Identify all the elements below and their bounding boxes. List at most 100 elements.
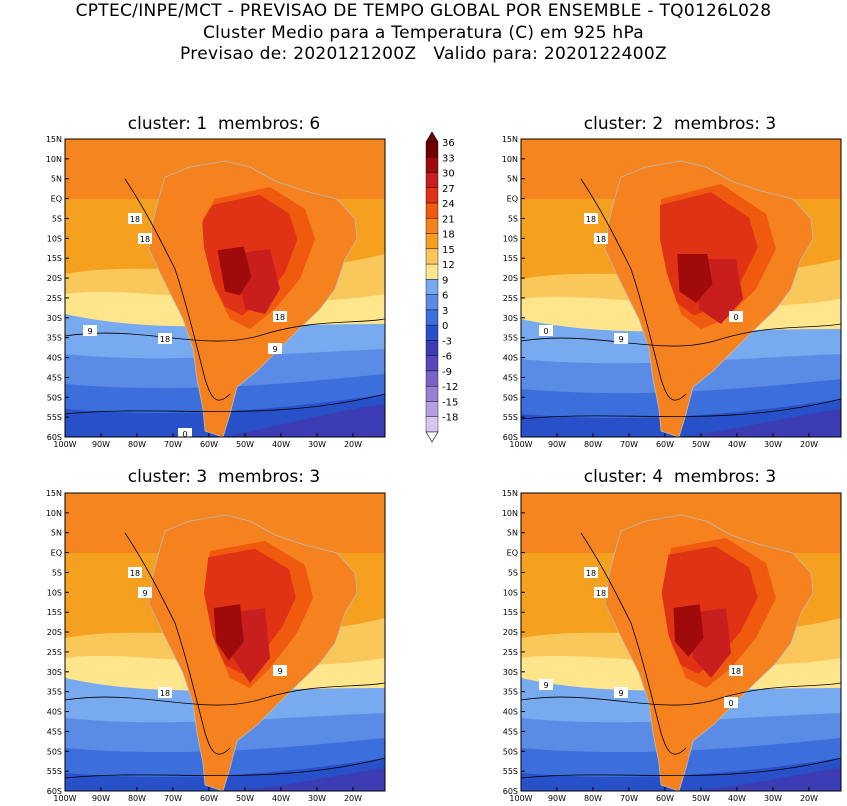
- lat-tick-label: 15S: [503, 608, 518, 617]
- lat-tick-label: 15S: [503, 254, 518, 263]
- contour-label: 0: [539, 325, 553, 336]
- svg-text:18: 18: [586, 569, 596, 578]
- lat-tick-label: 50S: [47, 393, 62, 402]
- contour-label: 9: [614, 333, 628, 344]
- contour-label: 18: [158, 687, 172, 698]
- lat-tick-label: 45S: [47, 727, 62, 736]
- lon-tick-label: 90W: [92, 794, 110, 803]
- colorbar-segment: [425, 141, 439, 158]
- colorbar-label: -9: [442, 367, 452, 378]
- contour-label: 18: [273, 311, 287, 322]
- lat-tick-label: 5N: [51, 529, 62, 538]
- lon-tick-label: 50W: [236, 794, 254, 803]
- lon-tick-label: 20W: [344, 794, 362, 803]
- contour-label: 0: [724, 697, 738, 708]
- colorbar-label: 6: [442, 291, 448, 302]
- lat-tick-label: 15S: [47, 608, 62, 617]
- colorbar-label: 9: [442, 275, 448, 286]
- svg-text:9: 9: [618, 689, 623, 698]
- lon-tick-label: 80W: [128, 440, 146, 449]
- colorbar-segment: [425, 370, 439, 387]
- contour-label: 18: [158, 333, 172, 344]
- contour-label: 9: [539, 679, 553, 690]
- colorbar-segment: [425, 324, 439, 341]
- contour-label: 9: [273, 665, 287, 676]
- colorbar-label: -18: [442, 413, 458, 424]
- lon-tick-label: 100W: [509, 440, 532, 449]
- lat-tick-label: 20S: [47, 628, 62, 637]
- lat-tick-label: 10N: [502, 509, 518, 518]
- lon-tick-label: 70W: [620, 440, 638, 449]
- lat-tick-label: 20S: [47, 274, 62, 283]
- lon-tick-label: 90W: [548, 440, 566, 449]
- lon-tick-label: 80W: [128, 794, 146, 803]
- svg-text:9: 9: [87, 327, 92, 336]
- colorbar-label: -12: [442, 382, 458, 393]
- colorbar-segment: [425, 355, 439, 372]
- lon-tick-label: 50W: [236, 440, 254, 449]
- lat-tick-label: 5S: [508, 214, 518, 223]
- contour-label: 18: [584, 213, 598, 224]
- map-frame: 18 18 18 18 9 9 0 15N 10N 5N EQ 5S 10S 15S 20S 25S 30S 35…: [46, 135, 386, 449]
- lon-tick-label: 50W: [692, 440, 710, 449]
- colorbar-segment: [425, 157, 439, 173]
- colorbar-label: -3: [442, 336, 452, 347]
- figure-title-line2: Cluster Medio para a Temperatura (C) em …: [202, 23, 645, 43]
- map-panel-cluster-4: 18 18 9 18 9 0 15N 10N 5N EQ 5S 10S 15S 20S 25S 30S 35S 4…: [502, 489, 842, 803]
- svg-text:18: 18: [586, 215, 596, 224]
- lat-tick-label: EQ: [507, 549, 518, 558]
- lat-tick-label: 35S: [503, 334, 518, 343]
- lon-tick-label: 30W: [764, 440, 782, 449]
- lon-tick-label: 20W: [344, 440, 362, 449]
- svg-text:0: 0: [733, 313, 738, 322]
- lat-tick-label: 5S: [508, 568, 518, 577]
- lon-tick-label: 100W: [53, 794, 76, 803]
- svg-text:18: 18: [731, 667, 741, 676]
- colorbar-segment: [425, 187, 439, 204]
- lon-tick-label: 70W: [620, 794, 638, 803]
- map-panel-cluster-1: 18 18 18 18 9 9 0 15N 10N 5N EQ 5S 10S 15S 20S 25S 30S 35…: [46, 135, 386, 449]
- lat-tick-label: 60S: [503, 433, 518, 442]
- lon-tick-label: 30W: [308, 440, 326, 449]
- svg-text:18: 18: [596, 235, 606, 244]
- lat-tick-label: 55S: [503, 413, 518, 422]
- lon-tick-label: 80W: [584, 440, 602, 449]
- colorbar-label: 33: [442, 153, 455, 164]
- svg-text:18: 18: [130, 215, 140, 224]
- colorbar-label: 0: [442, 321, 448, 332]
- lat-tick-label: 45S: [503, 727, 518, 736]
- colorbar-segment: [425, 309, 439, 326]
- colorbar-segment: [425, 233, 439, 250]
- lon-tick-label: 80W: [584, 794, 602, 803]
- colorbar-label: 36: [442, 138, 455, 149]
- lat-tick-label: 35S: [503, 688, 518, 697]
- lon-tick-label: 40W: [728, 440, 746, 449]
- lat-tick-label: 10S: [47, 234, 62, 243]
- map-frame: 18 9 18 9 15N 10N 5N EQ 5S 10S 15S 20S 25S 30S 35S 40S 4…: [46, 489, 386, 803]
- lat-tick-label: 30S: [503, 668, 518, 677]
- contour-label: 18: [594, 233, 608, 244]
- lat-tick-label: 60S: [47, 787, 62, 796]
- lat-tick-label: 50S: [503, 393, 518, 402]
- lat-tick-label: 5N: [51, 175, 62, 184]
- colorbar-bottom-arrow: [425, 431, 439, 443]
- lat-tick-label: EQ: [51, 549, 62, 558]
- lat-tick-label: 35S: [47, 334, 62, 343]
- colorbar-segment: [425, 218, 439, 234]
- lat-tick-label: 40S: [47, 708, 62, 717]
- panel-3-title: cluster: 3 membros: 3: [127, 467, 321, 487]
- lat-tick-label: 10N: [46, 509, 62, 518]
- lat-tick-label: EQ: [51, 195, 62, 204]
- lat-tick-label: 55S: [503, 767, 518, 776]
- lat-tick-label: 30S: [47, 314, 62, 323]
- contour-label: 18: [594, 587, 608, 598]
- lat-tick-label: 40S: [503, 354, 518, 363]
- lon-tick-label: 40W: [272, 440, 290, 449]
- lat-tick-label: 15N: [502, 135, 518, 144]
- colorbar-segment: [425, 202, 439, 219]
- lat-tick-label: 60S: [503, 787, 518, 796]
- svg-text:18: 18: [275, 313, 285, 322]
- lat-tick-label: 10N: [502, 155, 518, 164]
- map-border: [64, 138, 386, 438]
